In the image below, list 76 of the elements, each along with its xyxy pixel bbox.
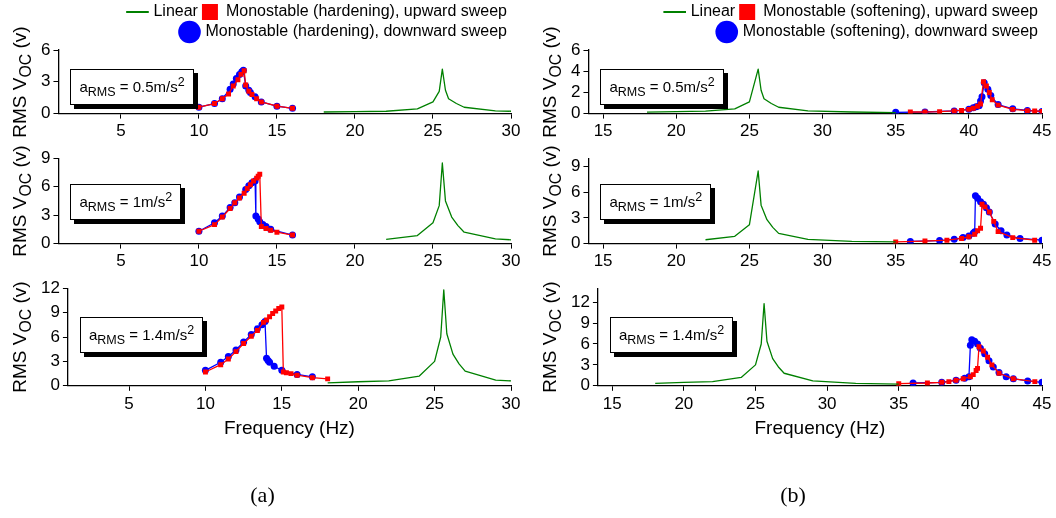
note-box: a$_{RMS}$ = 1.4m/s$^{2}$: [79, 317, 204, 354]
legend-label: Linear: [690, 2, 736, 20]
x-tick-label: 25: [423, 251, 443, 271]
x-tick-label: 30: [501, 393, 521, 413]
x-tick-label: 40: [960, 393, 980, 413]
y-tick-label: 6: [570, 182, 581, 202]
y-tick-label: 3: [50, 351, 60, 371]
x-tick-label: 40: [959, 121, 979, 141]
x-tick-label: 40: [959, 251, 979, 271]
x-tick-label: 20: [666, 121, 686, 141]
x-tick-label: 20: [348, 393, 368, 413]
x-tick-label: 35: [886, 251, 906, 271]
x-tick-label: 5: [116, 251, 126, 271]
x-tick-label: 45: [1032, 251, 1052, 271]
x-tick-label: 45: [1032, 121, 1052, 141]
y-tick-label: 4: [570, 60, 581, 80]
y-tick-label: 6: [40, 39, 51, 59]
x-tick-label: 30: [501, 251, 521, 271]
x-tick-label: 30: [813, 251, 832, 271]
y-tick-label: 6: [40, 176, 51, 196]
y-tick-label: 0: [40, 233, 51, 253]
legend-label: Monostable (softening), upward sweep: [763, 2, 1039, 20]
y-tick-label: 3: [40, 71, 51, 91]
y-tick-label: 0: [50, 375, 60, 395]
x-tick-label: 35: [889, 393, 909, 413]
y-tick-label: 0: [570, 233, 581, 253]
y-tick-label: 9: [40, 147, 51, 167]
x-tick-label: 15: [272, 393, 292, 413]
x-tick-label: 30: [817, 393, 837, 413]
y-tick-label: 2: [570, 82, 581, 102]
legend-label: Monostable (hardening), upward sweep: [225, 2, 508, 20]
x-tick-label: 30: [813, 121, 832, 141]
x-tick-label: 25: [425, 393, 445, 413]
legend-label: Monostable (hardening), downward sweep: [205, 22, 508, 40]
y-tick-label: 6: [50, 326, 60, 346]
x-tick-label: 15: [593, 121, 613, 141]
x-tick-label: 20: [666, 251, 686, 271]
x-tick-label: 20: [674, 393, 694, 413]
y-tick-label: 12: [570, 291, 590, 311]
y-tick-label: 6: [570, 39, 581, 59]
y-tick-label: 0: [40, 103, 51, 123]
x-axis-title: Frequency (Hz): [754, 416, 886, 438]
x-tick-label: 15: [267, 251, 287, 271]
x-tick-label: 10: [195, 393, 215, 413]
x-tick-label: 10: [189, 251, 209, 271]
y-tick-label: 0: [570, 103, 581, 123]
y-tick-label: 9: [580, 312, 590, 332]
x-tick-label: 15: [602, 393, 622, 413]
y-tick-label: 0: [580, 375, 590, 395]
text: (a): [250, 482, 275, 508]
x-tick-label: 20: [345, 251, 365, 271]
x-tick-label: 35: [886, 121, 906, 141]
y-tick-label: 9: [570, 156, 581, 176]
legend-label: Linear: [153, 2, 199, 20]
x-tick-label: 20: [345, 121, 365, 141]
y-tick-label: 3: [40, 204, 51, 224]
x-tick-label: 45: [1032, 393, 1052, 413]
x-axis-title: Frequency (Hz): [223, 416, 355, 438]
x-tick-label: 10: [189, 121, 209, 141]
x-tick-label: 25: [739, 121, 759, 141]
y-tick-label: 3: [580, 354, 590, 374]
y-tick-label: 9: [50, 302, 60, 322]
note-box: a$_{RMS}$ = 1.4m/s$^{2}$: [609, 317, 734, 354]
x-tick-label: 30: [501, 121, 521, 141]
x-tick-label: 15: [593, 251, 613, 271]
x-tick-label: 25: [746, 393, 765, 413]
legend-label: Monostable (softening), downward sweep: [742, 22, 1039, 40]
x-tick-label: 5: [124, 393, 134, 413]
text: (b): [780, 482, 806, 508]
x-tick-label: 5: [116, 121, 126, 141]
y-tick-label: 3: [570, 207, 581, 227]
y-tick-label: 6: [580, 333, 590, 353]
x-tick-label: 25: [739, 251, 759, 271]
y-tick-label: 12: [40, 277, 60, 297]
x-tick-label: 25: [423, 121, 443, 141]
x-tick-label: 15: [267, 121, 287, 141]
